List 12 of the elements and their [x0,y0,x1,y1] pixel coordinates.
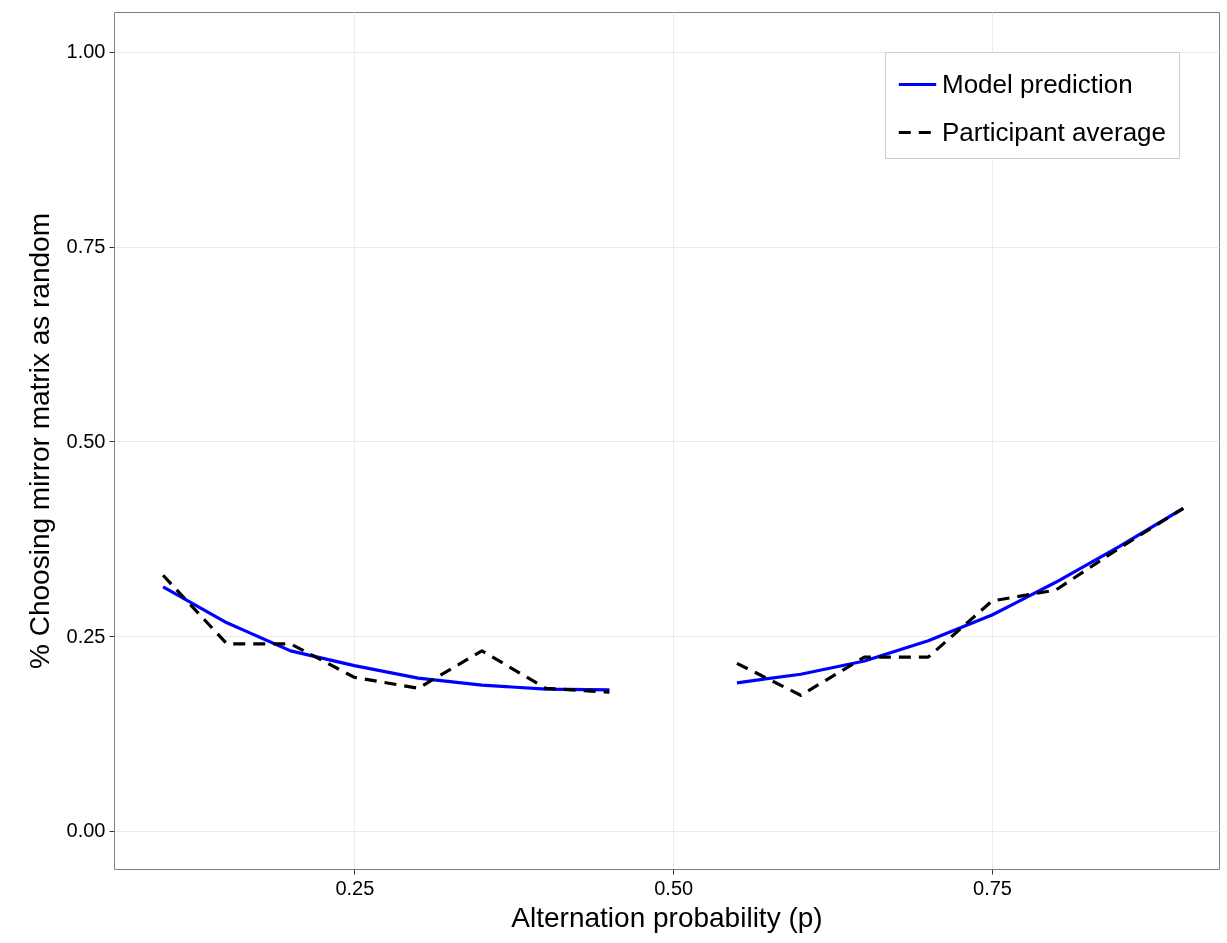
x-tick-label: 0.25 [335,876,375,899]
x-tick-label: 0.50 [654,876,694,899]
legend-label: Participant average [942,116,1167,147]
legend-label: Model prediction [942,68,1133,99]
y-axis-title: % Choosing mirror matrix as random [23,213,55,669]
y-tick-label: 0.25 [66,624,106,647]
y-tick-label: 0.00 [66,819,106,842]
x-axis-title: Alternation probability (p) [511,901,823,933]
y-tick-label: 0.50 [66,429,106,452]
x-tick-label: 0.75 [973,876,1012,899]
y-tick-label: 0.75 [66,235,106,258]
y-tick-label: 1.00 [66,40,106,63]
